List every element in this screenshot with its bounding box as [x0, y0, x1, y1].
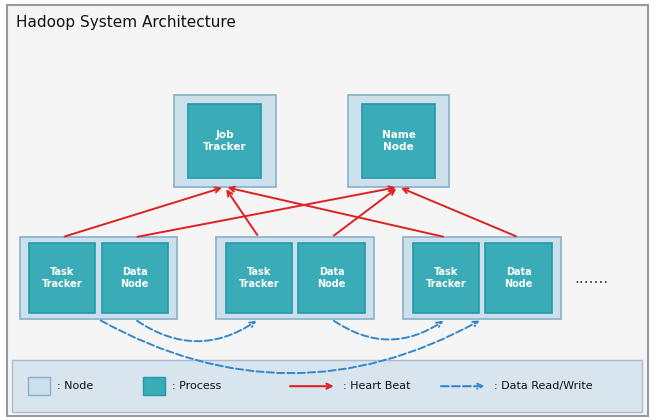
- FancyBboxPatch shape: [174, 94, 276, 187]
- Text: Task
Tracker: Task Tracker: [426, 268, 466, 289]
- FancyBboxPatch shape: [28, 377, 51, 395]
- FancyBboxPatch shape: [188, 104, 261, 178]
- Text: Data
Node: Data Node: [318, 268, 346, 289]
- Text: : Node: : Node: [57, 381, 93, 391]
- FancyBboxPatch shape: [362, 104, 435, 178]
- FancyBboxPatch shape: [226, 243, 292, 313]
- FancyBboxPatch shape: [7, 5, 648, 416]
- FancyBboxPatch shape: [20, 237, 177, 319]
- Text: : Data Read/Write: : Data Read/Write: [494, 381, 592, 391]
- FancyBboxPatch shape: [485, 243, 552, 313]
- Text: Task
Tracker: Task Tracker: [42, 268, 83, 289]
- FancyBboxPatch shape: [298, 243, 365, 313]
- FancyBboxPatch shape: [403, 237, 561, 319]
- FancyBboxPatch shape: [102, 243, 168, 313]
- Text: Task
Tracker: Task Tracker: [239, 268, 279, 289]
- Text: : Process: : Process: [172, 381, 221, 391]
- FancyBboxPatch shape: [143, 377, 165, 395]
- Text: Hadoop System Architecture: Hadoop System Architecture: [16, 15, 236, 30]
- Text: : Heart Beat: : Heart Beat: [343, 381, 411, 391]
- Text: .......: .......: [574, 271, 608, 286]
- Text: Data
Node: Data Node: [121, 268, 149, 289]
- Text: Data
Node: Data Node: [504, 268, 533, 289]
- FancyBboxPatch shape: [348, 94, 449, 187]
- Text: Name
Node: Name Node: [382, 130, 415, 152]
- FancyBboxPatch shape: [29, 243, 95, 313]
- FancyBboxPatch shape: [216, 237, 374, 319]
- Text: Job
Tracker: Job Tracker: [203, 130, 247, 152]
- FancyBboxPatch shape: [12, 360, 642, 412]
- FancyBboxPatch shape: [413, 243, 479, 313]
